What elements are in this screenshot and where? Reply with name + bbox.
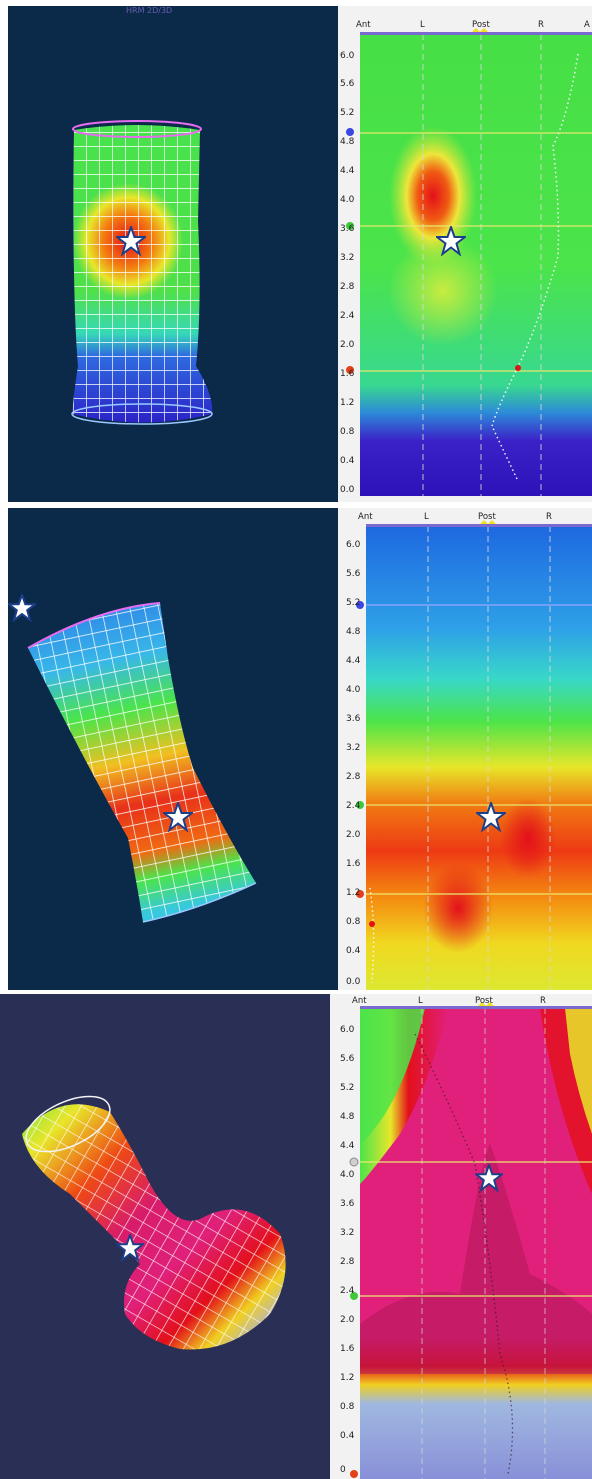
panel-2-topography: 6.0 5.6 5.2 4.8 4.4 4.0 3.6 3.2 2.8 2.4 … [338, 508, 592, 990]
svg-text:5.6: 5.6 [340, 79, 355, 89]
star-marker-icon [476, 802, 506, 832]
panel-2-y-axis: 6.0 5.6 5.2 4.8 4.4 4.0 3.6 3.2 2.8 2.4 … [346, 540, 361, 987]
svg-text:1.6: 1.6 [346, 859, 361, 869]
svg-text:5.2: 5.2 [346, 598, 360, 608]
panel-3-3d-view [0, 994, 330, 1479]
svg-text:2.8: 2.8 [340, 1257, 355, 1267]
svg-text:5.2: 5.2 [340, 108, 354, 118]
panel-3-topography: 6.0 5.6 5.2 4.8 4.4 4.0 3.6 3.2 2.8 2.4 … [330, 994, 592, 1479]
star-marker-icon [8, 594, 36, 622]
svg-text:A: A [584, 20, 590, 30]
svg-text:1.6: 1.6 [340, 1344, 355, 1354]
svg-text:Ant: Ant [352, 996, 367, 1006]
svg-text:0.8: 0.8 [340, 427, 355, 437]
svg-text:1.2: 1.2 [340, 1373, 354, 1383]
svg-text:4.0: 4.0 [340, 1170, 355, 1180]
panel-1: HRM 2D/3D [8, 6, 592, 502]
svg-text:1.6: 1.6 [340, 369, 355, 379]
svg-text:2.8: 2.8 [340, 282, 355, 292]
panel-1-pressure-map: 6.0 5.6 5.2 4.8 4.4 4.0 3.6 3.2 2.8 2.4 … [338, 6, 592, 502]
svg-text:4.4: 4.4 [346, 656, 361, 666]
svg-text:3.6: 3.6 [340, 1199, 355, 1209]
star-marker-icon [475, 1164, 503, 1192]
panel-1-y-axis: 6.0 5.6 5.2 4.8 4.4 4.0 3.6 3.2 2.8 2.4 … [340, 51, 355, 495]
panel-1-3d-view: HRM 2D/3D [8, 6, 338, 502]
panel-3-3d-cylinder [22, 1095, 286, 1350]
svg-text:Post: Post [475, 996, 493, 1006]
panel-3-pressure-map: 6.0 5.6 5.2 4.8 4.4 4.0 3.6 3.2 2.8 2.4 … [330, 994, 592, 1479]
star-marker-icon [116, 1234, 144, 1262]
svg-text:2.0: 2.0 [346, 830, 361, 840]
svg-text:2.8: 2.8 [346, 772, 361, 782]
svg-text:2.4: 2.4 [340, 1286, 355, 1296]
svg-text:1.2: 1.2 [346, 888, 360, 898]
svg-text:2.0: 2.0 [340, 1315, 355, 1325]
panel-2-header: Ant L Post R [358, 512, 552, 522]
svg-text:0.0: 0.0 [340, 485, 355, 495]
panel-1-header: Ant L Post R A [356, 20, 590, 30]
svg-text:L: L [424, 512, 429, 522]
svg-text:3.6: 3.6 [346, 714, 361, 724]
svg-text:6.0: 6.0 [340, 51, 355, 61]
svg-text:4.0: 4.0 [346, 685, 361, 695]
star-marker-icon [163, 802, 193, 832]
star-marker-icon [436, 226, 466, 256]
svg-text:6.0: 6.0 [340, 1025, 355, 1035]
svg-text:4.4: 4.4 [340, 1141, 355, 1151]
svg-text:Post: Post [472, 20, 490, 30]
svg-text:4.0: 4.0 [340, 195, 355, 205]
svg-text:2.4: 2.4 [340, 311, 355, 321]
svg-text:R: R [538, 20, 544, 30]
panel-1-topography: 6.0 5.6 5.2 4.8 4.4 4.0 3.6 3.2 2.8 2.4 … [338, 6, 592, 502]
panel-2-pressure-map: 6.0 5.6 5.2 4.8 4.4 4.0 3.6 3.2 2.8 2.4 … [338, 508, 592, 990]
svg-text:4.8: 4.8 [346, 627, 361, 637]
svg-text:4.4: 4.4 [340, 166, 355, 176]
svg-text:4.8: 4.8 [340, 137, 355, 147]
svg-text:R: R [540, 996, 546, 1006]
svg-text:0.8: 0.8 [340, 1402, 355, 1412]
svg-text:3.2: 3.2 [340, 253, 354, 263]
svg-text:0.8: 0.8 [346, 917, 361, 927]
svg-text:6.0: 6.0 [346, 540, 361, 550]
svg-text:0: 0 [340, 1465, 346, 1475]
svg-text:2.4: 2.4 [346, 801, 361, 811]
svg-text:Ant: Ant [356, 20, 371, 30]
svg-text:L: L [420, 20, 425, 30]
svg-text:0.4: 0.4 [340, 456, 355, 466]
svg-text:2.0: 2.0 [340, 340, 355, 350]
panel-2-3d-view [8, 508, 338, 990]
svg-text:0.4: 0.4 [340, 1431, 355, 1441]
svg-text:R: R [546, 512, 552, 522]
svg-text:0.0: 0.0 [346, 977, 361, 987]
svg-text:Post: Post [478, 512, 496, 522]
svg-text:4.8: 4.8 [340, 1112, 355, 1122]
panel-3-y-axis: 6.0 5.6 5.2 4.8 4.4 4.0 3.6 3.2 2.8 2.4 … [340, 1025, 355, 1475]
panel-1-3d-cylinder [71, 120, 213, 425]
svg-text:3.6: 3.6 [340, 224, 355, 234]
svg-text:5.6: 5.6 [346, 569, 361, 579]
app-label: HRM 2D/3D [126, 6, 173, 15]
svg-text:1.2: 1.2 [340, 398, 354, 408]
svg-text:Ant: Ant [358, 512, 373, 522]
star-marker-icon [116, 226, 146, 256]
panel-3: 6.0 5.6 5.2 4.8 4.4 4.0 3.6 3.2 2.8 2.4 … [0, 994, 592, 1479]
panel-3-header: Ant L Post R [352, 996, 546, 1006]
svg-text:5.6: 5.6 [340, 1054, 355, 1064]
svg-text:L: L [418, 996, 423, 1006]
svg-text:5.2: 5.2 [340, 1083, 354, 1093]
svg-text:3.2: 3.2 [346, 743, 360, 753]
panel-2: 6.0 5.6 5.2 4.8 4.4 4.0 3.6 3.2 2.8 2.4 … [8, 508, 592, 990]
svg-text:3.2: 3.2 [340, 1228, 354, 1238]
panel-2-3d-cylinder [27, 602, 257, 923]
svg-text:0.4: 0.4 [346, 946, 361, 956]
